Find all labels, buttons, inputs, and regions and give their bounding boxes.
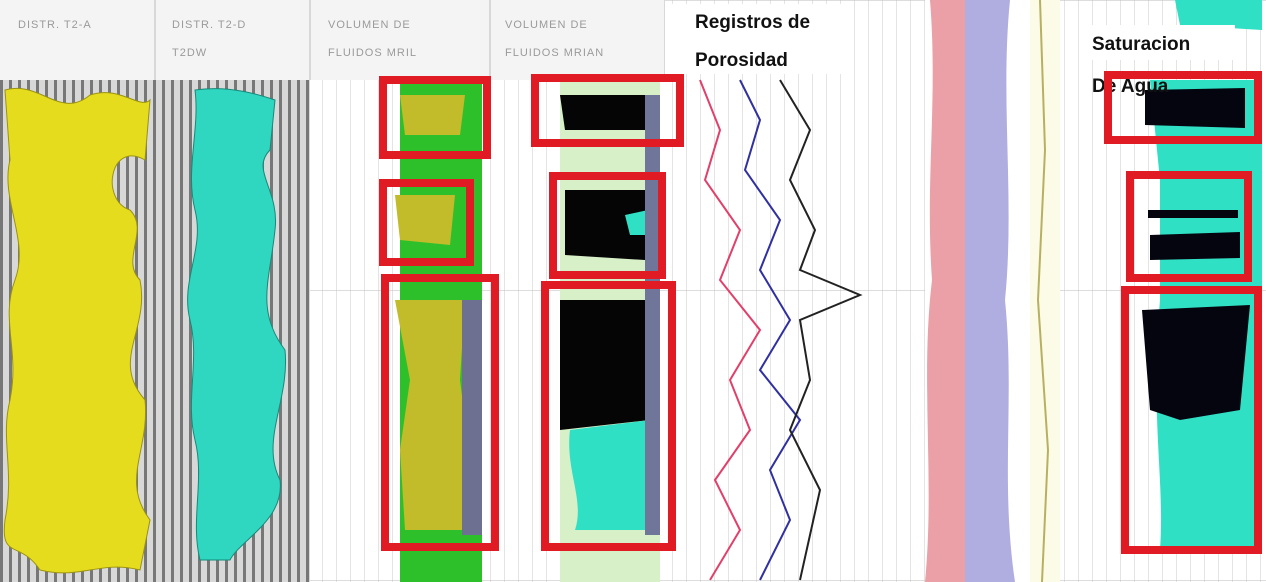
mril-fluid-volume (395, 95, 470, 530)
resistivity-pink (925, 0, 965, 582)
porosity-curve-red (699, 79, 762, 581)
highlight-box (379, 76, 491, 159)
t2a-distribution (3, 87, 151, 574)
mril-gray-strip (462, 300, 482, 535)
highlight-box (1121, 286, 1262, 554)
highlight-box (381, 274, 499, 551)
mrian-water-volume (569, 210, 650, 530)
highlight-box (541, 281, 676, 551)
track-porosity (665, 0, 925, 582)
track-gamma (1030, 0, 1060, 582)
track-header: T2DW (172, 47, 207, 59)
track-header: DISTR. T2-A (18, 19, 92, 31)
saturation-title-bg (1085, 25, 1235, 60)
highlight-box (1104, 71, 1262, 144)
highlight-box (1126, 171, 1252, 282)
track-header: DISTR. T2-D (172, 19, 246, 31)
mrian-gray-strip (645, 95, 660, 535)
highlight-box (549, 172, 666, 279)
highlight-box (379, 179, 474, 266)
header-row (0, 0, 665, 80)
track-header: FLUIDOS MRIAN (505, 47, 604, 59)
saturation-title: Saturacion (1092, 34, 1190, 55)
track-header: VOLUMEN DE (505, 19, 588, 31)
gamma-curve (1036, 0, 1050, 582)
mrian-oil-volume (560, 95, 655, 430)
track-header: FLUIDOS MRIL (328, 47, 417, 59)
porosity-title-bg (668, 4, 848, 74)
hydrocarbon-saturation (1142, 88, 1250, 420)
porosity-title: Porosidad (695, 50, 788, 71)
highlight-boxes (379, 71, 1262, 554)
track-header: VOLUMEN DE (328, 19, 411, 31)
porosity-curve-blue (739, 79, 802, 581)
saturation-title: De Agua (1092, 76, 1169, 97)
resistivity-blue (965, 0, 1015, 582)
porosity-title: Registros de (695, 12, 810, 33)
porosity-curve-black (779, 79, 863, 581)
t2d-distribution (187, 88, 287, 561)
highlight-box (531, 74, 684, 147)
